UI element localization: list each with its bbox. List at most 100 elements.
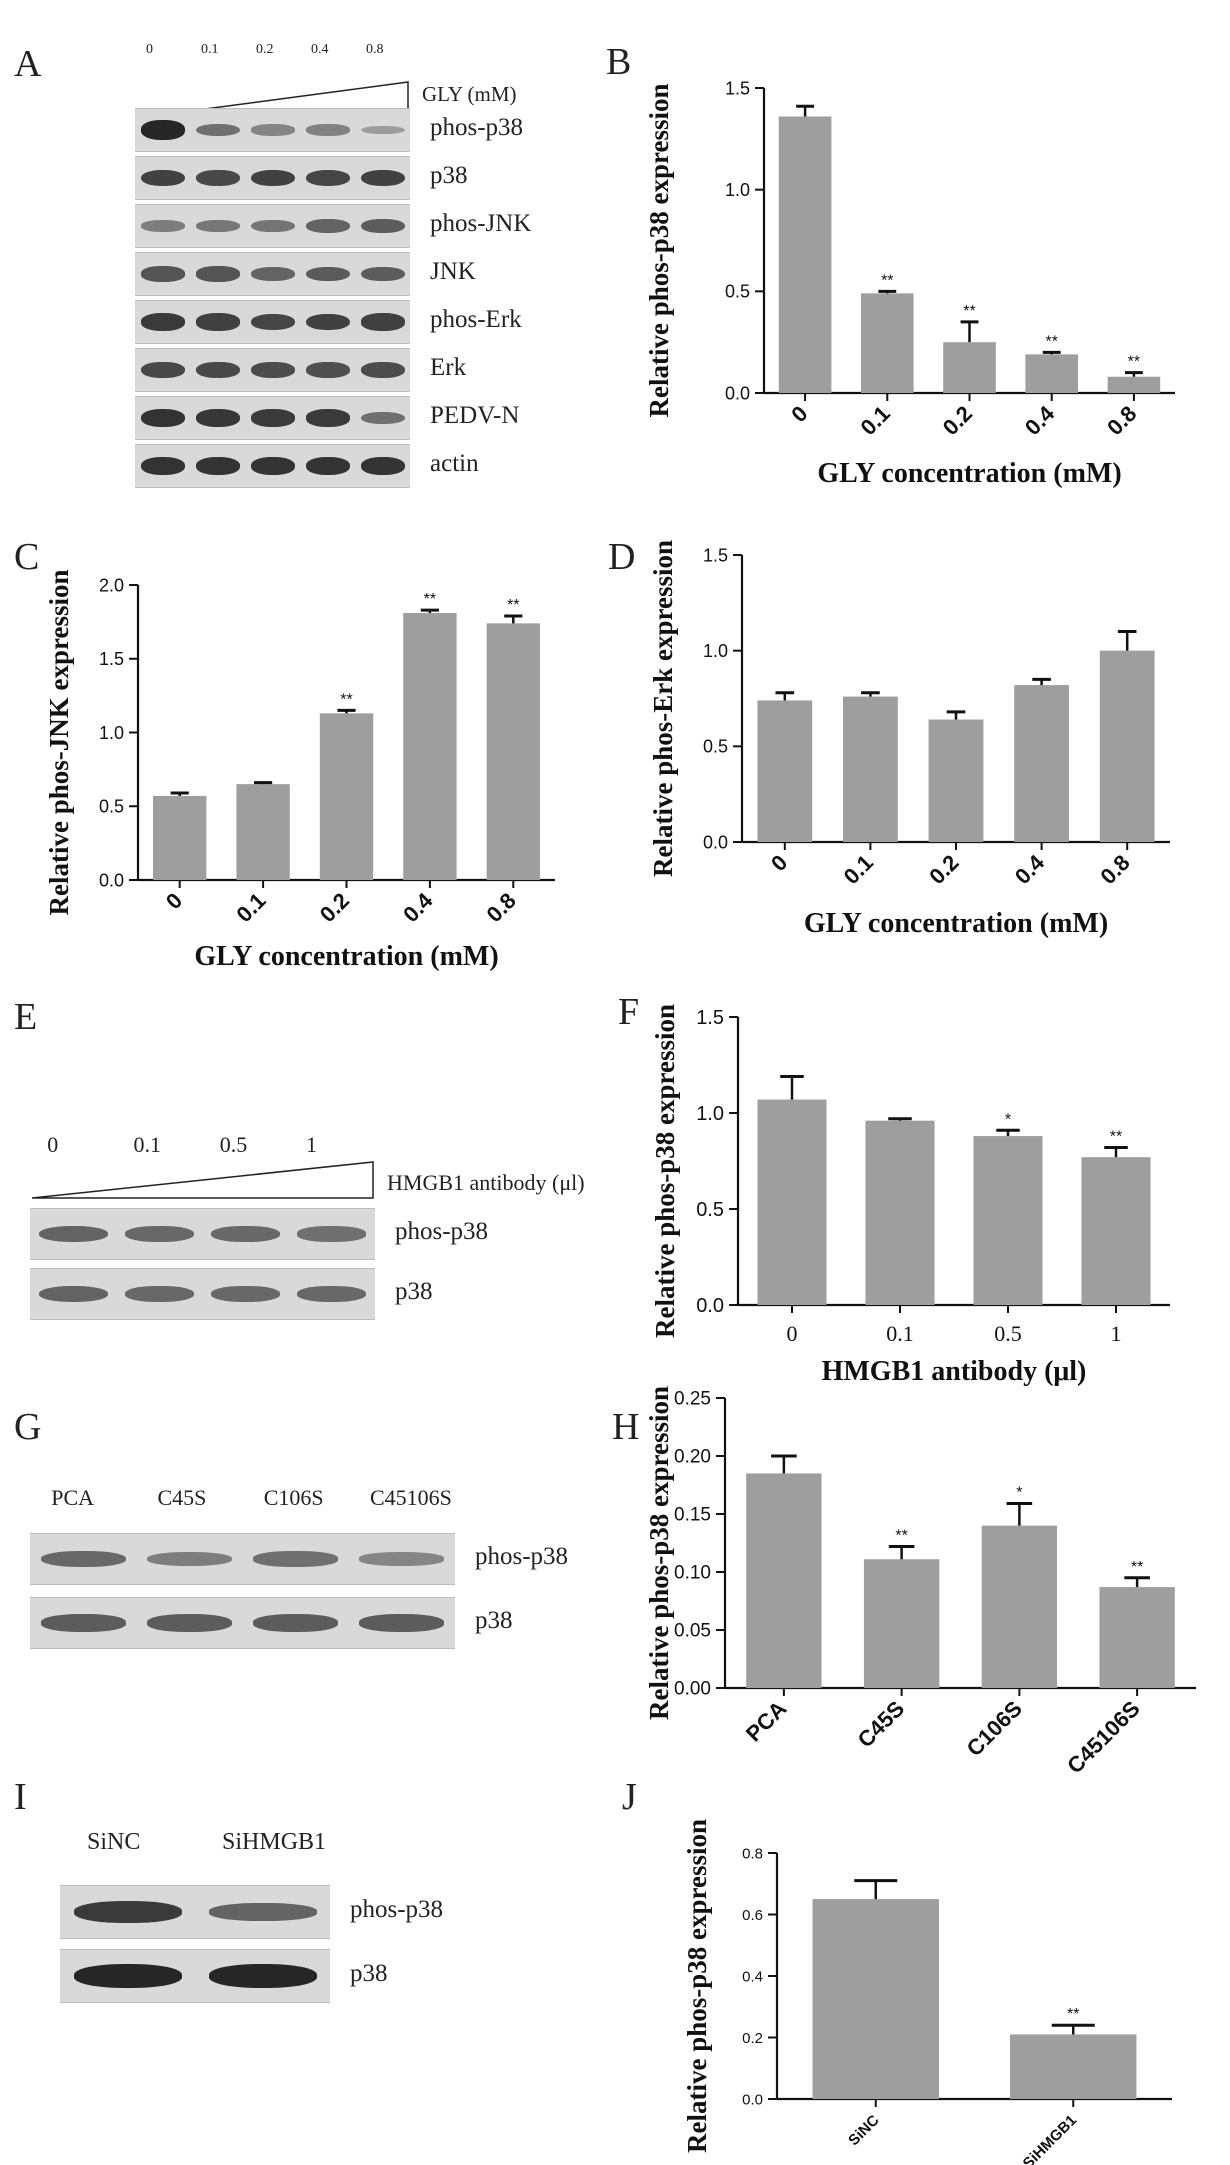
blot-band [140, 220, 185, 232]
significance-label: ** [1131, 1559, 1143, 1576]
blot-band [124, 1286, 194, 1302]
x-category-label: C45106S [1062, 1696, 1145, 1779]
blot-e-lane-label: 1 [306, 1132, 317, 1157]
significance-label: ** [1045, 333, 1057, 350]
x-category-label: 0.4 [1020, 400, 1060, 440]
blot-band [305, 456, 350, 476]
blot-band [140, 313, 185, 331]
panel-label-b: B [606, 41, 632, 83]
bar-f [1081, 1157, 1151, 1305]
blot-strip [135, 444, 410, 488]
x-category-label: 0.8 [482, 888, 521, 927]
chart-h: 0.00 0.05 0.10 0.15 0.20 0.25 PCA ** C45S * C106S *… [644, 1386, 1196, 1778]
blot-band [360, 169, 405, 187]
blot-band [211, 1226, 281, 1242]
bar-f [865, 1120, 935, 1305]
significance-label: ** [424, 591, 436, 608]
x-category-label: C106S [962, 1696, 1027, 1761]
panel-label-j: J [622, 1776, 637, 1818]
blot-row-label: p38 [350, 1960, 388, 1987]
blot-band [360, 411, 405, 425]
bar-c [236, 784, 290, 880]
x-category-label: 0.4 [398, 887, 438, 927]
panel-label-i: I [14, 1776, 27, 1818]
blot-band [250, 456, 295, 476]
x-axis-title: HMGB1 antibody (μl) [822, 1356, 1087, 1387]
bar-h [863, 1559, 940, 1688]
x-category-label: 0 [161, 888, 187, 914]
bar-d [1099, 650, 1155, 842]
bar-d [928, 719, 984, 842]
blot-band [250, 124, 295, 136]
bar-c [486, 623, 540, 880]
bar-f [757, 1099, 827, 1305]
blot-band [359, 1552, 445, 1566]
blot-a-lane-label: 0 [146, 42, 153, 57]
y-tick-label: 0.5 [99, 797, 124, 817]
blot-e-lane-label: 0.5 [219, 1132, 248, 1157]
blot-panel-g: PCA C45S C106S C45106S phos-p38 p38 [30, 1465, 715, 1671]
bar-b [860, 293, 914, 393]
chart-b: 0.0 0.5 1.0 1.5 0 ** 0.1 ** 0.2 ** 0.4 ** 0.8 GLY con… [644, 78, 1175, 489]
blot-band [140, 361, 185, 379]
blot-g-lane-label: C106S [263, 1485, 324, 1510]
bar-b [778, 116, 832, 393]
bar-c [403, 613, 457, 880]
x-category-label: 1 [1111, 1321, 1122, 1346]
x-category-label: 0.2 [924, 850, 963, 889]
blot-strip [135, 348, 410, 392]
x-category-label: 0.1 [856, 401, 895, 440]
blot-band [250, 313, 295, 331]
blot-band [305, 313, 350, 331]
blot-strip [135, 300, 410, 344]
blot-band [211, 1286, 281, 1302]
blot-a-treatment-label: GLY (mM) [422, 82, 517, 106]
y-tick-label: 0.0 [742, 2091, 763, 2108]
x-category-label: 0.1 [231, 888, 270, 927]
blot-band [195, 456, 240, 476]
blot-band [297, 1286, 367, 1302]
panel-label-a: A [14, 43, 42, 85]
bar-h [746, 1473, 822, 1688]
y-tick-label: 0.5 [696, 1199, 724, 1221]
blot-i-lane-label: SiNC [87, 1829, 141, 1855]
y-tick-label: 0.0 [725, 383, 750, 403]
panel-label-c: C [14, 536, 40, 578]
x-category-label: 0.8 [1095, 850, 1134, 889]
blot-band [297, 1226, 367, 1242]
blot-band [146, 1552, 232, 1566]
y-tick-label: 0.5 [703, 737, 728, 757]
panel-label-e: E [14, 996, 38, 1038]
significance-label: ** [1110, 1129, 1122, 1146]
blot-band [253, 1551, 339, 1567]
blot-e-treatment-label: HMGB1 antibody (μl) [387, 1170, 585, 1195]
blot-band [195, 169, 240, 187]
y-tick-label: 0.0 [696, 1295, 724, 1317]
y-tick-label: 1.0 [725, 180, 750, 200]
blot-band [360, 456, 405, 476]
dose-wedge-icon [31, 1161, 374, 1199]
significance-label: ** [507, 597, 519, 614]
blot-band [195, 219, 240, 233]
blot-band [250, 266, 295, 281]
y-tick-label: 1.5 [696, 1007, 724, 1029]
blot-strip [135, 396, 410, 440]
blot-row-label: p38 [475, 1607, 513, 1634]
blot-g-lane-label: C45S [157, 1485, 207, 1510]
blot-row-label: phos-p38 [395, 1218, 489, 1245]
significance-label: * [1016, 1485, 1022, 1502]
x-category-label: 0 [787, 1321, 798, 1346]
blot-band [208, 1964, 317, 1988]
bar-d [1014, 685, 1069, 842]
blot-band [360, 218, 405, 234]
y-tick-label: 0.4 [742, 1968, 763, 1985]
significance-label: * [1005, 1111, 1011, 1128]
y-tick-label: 0.0 [99, 870, 124, 890]
bar-f [973, 1136, 1043, 1305]
y-axis-title: Relative phos-p38 expression [644, 83, 674, 417]
blot-a-lane-label: 0.8 [366, 42, 384, 57]
blot-row-label: Erk [430, 354, 467, 381]
chart-d: 0.0 0.5 1.0 1.5 0 0.1 0.2 0.4 0.8 GLY concentrati… [648, 540, 1170, 939]
y-tick-label: 1.5 [99, 649, 124, 669]
